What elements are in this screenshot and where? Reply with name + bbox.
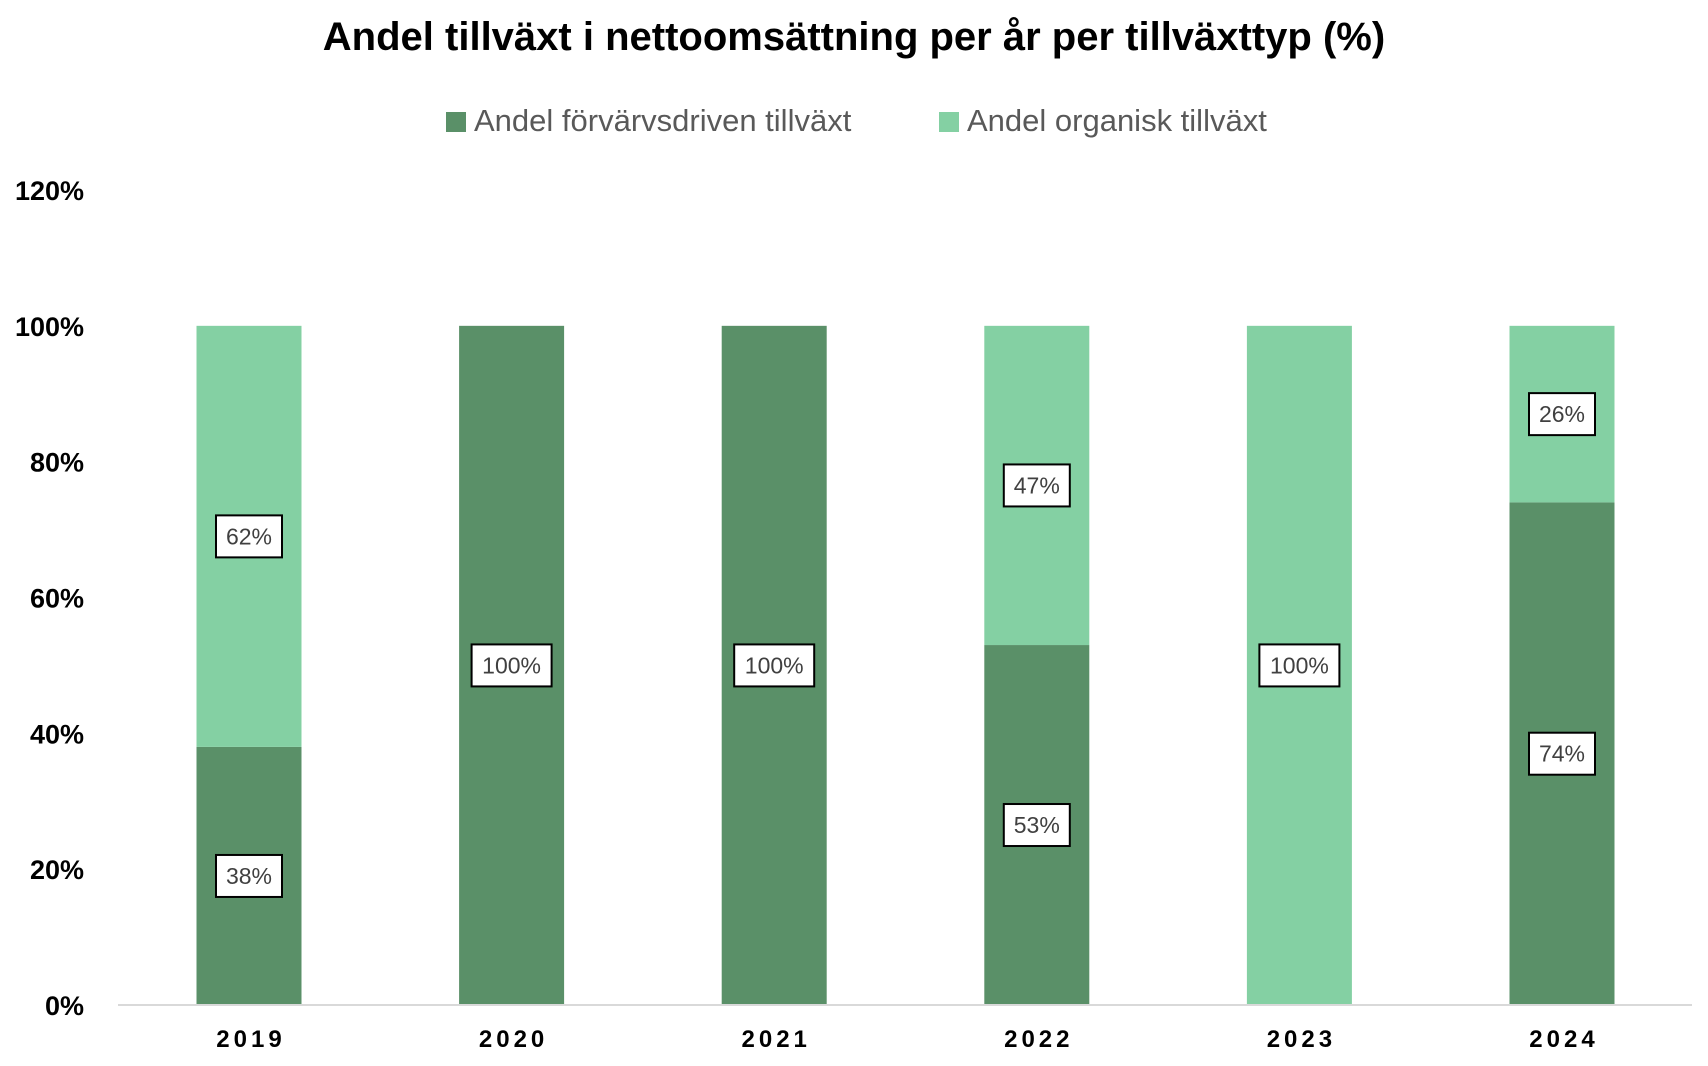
bars xyxy=(196,325,1615,1005)
data-label-text: 38% xyxy=(226,863,272,889)
data-label: 100% xyxy=(733,643,816,688)
y-axis: 0% 20% 40% 60% 80% 100% 120% xyxy=(15,176,84,1021)
legend-swatch-acquisition xyxy=(446,112,466,132)
legend: Andel förvärvsdriven tillväxt Andel orga… xyxy=(446,103,1267,138)
data-label-text: 74% xyxy=(1539,741,1585,767)
data-label: 53% xyxy=(1002,803,1071,848)
legend-swatch-organic xyxy=(939,112,959,132)
data-label-box xyxy=(1258,643,1341,688)
x-tick-label: 2023 xyxy=(1267,1026,1336,1053)
data-label-box xyxy=(1528,392,1596,437)
legend-label-organic: Andel organisk tillväxt xyxy=(967,103,1267,138)
chart-title: Andel tillväxt i nettoomsättning per år … xyxy=(323,15,1385,59)
data-label-text: 53% xyxy=(1014,812,1060,838)
y-tick-label: 80% xyxy=(30,448,84,478)
x-tick-label: 2024 xyxy=(1529,1026,1598,1053)
data-label: 74% xyxy=(1528,731,1596,776)
data-label: 100% xyxy=(1258,643,1341,688)
data-label: 38% xyxy=(215,853,283,898)
data-label-box xyxy=(1002,803,1071,848)
x-tick-label: 2022 xyxy=(1004,1026,1073,1053)
data-label: 62% xyxy=(215,514,283,559)
x-tick-label: 2020 xyxy=(479,1026,548,1053)
data-label-box xyxy=(215,514,283,559)
x-tick-label: 2019 xyxy=(216,1026,285,1053)
y-tick-label: 20% xyxy=(30,855,84,885)
y-tick-label: 100% xyxy=(15,312,84,342)
legend-label-acquisition: Andel förvärvsdriven tillväxt xyxy=(474,103,852,138)
data-label: 100% xyxy=(470,643,553,688)
data-label-text: 100% xyxy=(745,652,804,678)
data-label-text: 100% xyxy=(482,652,541,678)
data-label-text: 100% xyxy=(1270,652,1329,678)
data-label-box xyxy=(733,643,816,688)
data-label-box xyxy=(1528,731,1596,776)
y-tick-label: 0% xyxy=(45,991,84,1021)
x-tick-label: 2021 xyxy=(742,1026,811,1053)
data-label: 47% xyxy=(1002,463,1071,508)
data-label-box xyxy=(470,643,553,688)
y-tick-label: 120% xyxy=(15,176,84,206)
y-tick-label: 40% xyxy=(30,719,84,749)
data-label-box xyxy=(215,853,283,898)
data-label-box xyxy=(1002,463,1071,508)
x-axis: 2019 2020 2021 2022 2023 2024 xyxy=(216,1026,1598,1053)
data-label: 26% xyxy=(1528,392,1596,437)
data-labels: 38% 62% 100% 100% 53% 47% 100% 74% 26% xyxy=(215,392,1596,898)
data-label-text: 26% xyxy=(1539,401,1585,427)
data-label-text: 62% xyxy=(226,523,272,549)
data-label-text: 47% xyxy=(1014,472,1060,498)
y-tick-label: 60% xyxy=(30,584,84,614)
